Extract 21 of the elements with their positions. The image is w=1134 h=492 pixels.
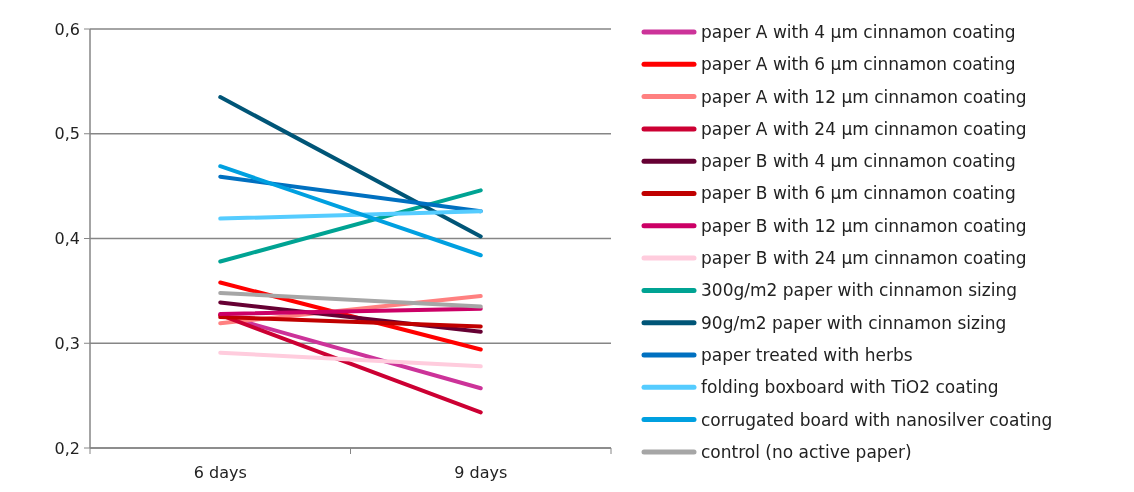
legend-label: control (no active paper)	[701, 441, 912, 462]
legend-label: paper B with 6 µm cinnamon coating	[701, 183, 1016, 204]
y-tick-label: 0,2	[54, 438, 80, 458]
legend-label: 90g/m2 paper with cinnamon sizing	[701, 312, 1007, 333]
y-tick-label: 0,4	[54, 229, 80, 249]
legend-label: paper A with 12 µm cinnamon coating	[701, 86, 1027, 107]
legend-label: paper B with 12 µm cinnamon coating	[701, 215, 1027, 236]
legend-label: paper treated with herbs	[701, 344, 913, 365]
y-tick-label: 0,5	[54, 124, 80, 144]
legend-label: folding boxboard with TiO2 coating	[701, 377, 999, 398]
legend-label: 300g/m2 paper with cinnamon sizing	[701, 280, 1018, 301]
y-tick-label: 0,6	[54, 19, 80, 39]
legend-label: paper A with 4 µm cinnamon coating	[701, 21, 1016, 42]
x-tick-label: 6 days	[193, 463, 247, 482]
legend-label: paper A with 24 µm cinnamon coating	[701, 118, 1027, 139]
legend-label: paper A with 6 µm cinnamon coating	[701, 54, 1016, 75]
y-tick-label: 0,3	[54, 333, 80, 353]
legend-label: paper B with 24 µm cinnamon coating	[701, 248, 1027, 269]
legend-label: corrugated board with nanosilver coating	[701, 409, 1053, 430]
x-tick-label: 9 days	[454, 463, 508, 482]
legend-label: paper B with 4 µm cinnamon coating	[701, 151, 1016, 172]
